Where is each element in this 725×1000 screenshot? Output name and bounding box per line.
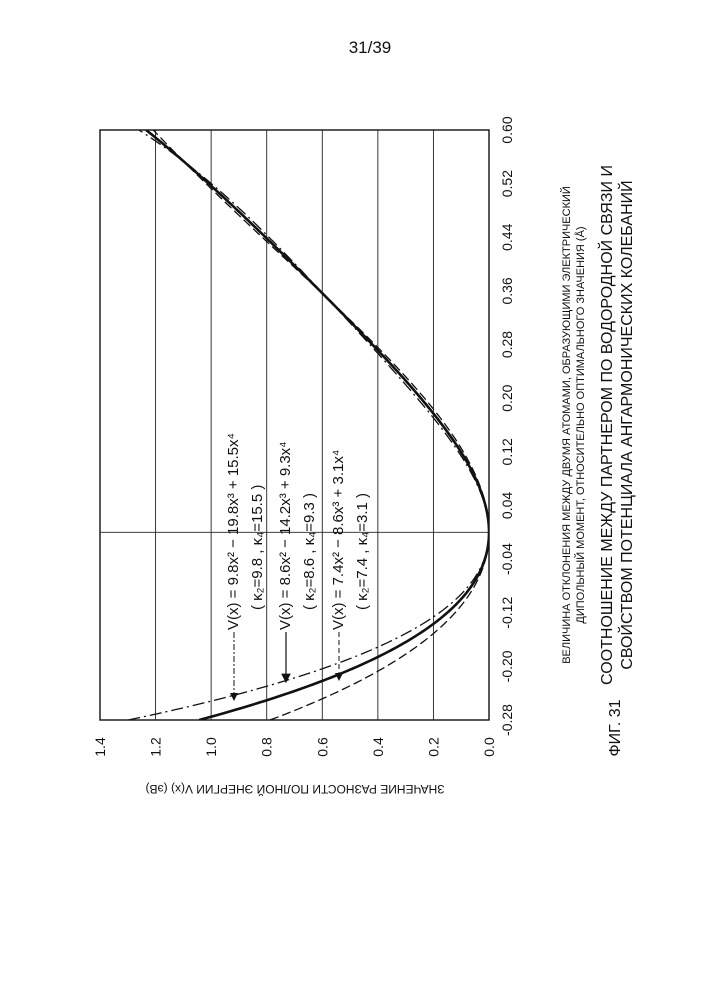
energy-tick-label: 1.2: [148, 737, 164, 757]
equation-1-text: V(x) = 9.8x² − 19.8x³ + 15.5x⁴: [225, 433, 242, 630]
curve-series-2: [146, 130, 489, 720]
deviation-tick-label: 0.60: [499, 116, 515, 143]
equation-3-text: V(x) = 7.4x² − 8.6x³ + 3.1x⁴: [330, 450, 347, 630]
equation-1-params: ( κ₂=9.8 , κ₄=15.5 ): [249, 485, 266, 610]
x-axis-label: ВЕЛИЧИНА ОТКЛОНЕНИЯ МЕЖДУ ДВУМЯ АТОМАМИ,…: [560, 186, 587, 664]
deviation-tick-label: -0.04: [499, 543, 515, 575]
energy-tick-label: 0.0: [481, 737, 497, 757]
energy-tick-label: 1.0: [203, 737, 219, 757]
equation-label-1: V(x) = 9.8x² − 19.8x³ + 15.5x⁴ ( κ₂=9.8 …: [225, 433, 266, 700]
caption-line-1: СООТНОШЕНИЕ МЕЖДУ ПАРТНЕРОМ ПО ВОДОРОДНО…: [597, 165, 616, 685]
curve-group: [128, 130, 489, 720]
equation-2-text: V(x) = 8.6x² − 14.2x³ + 9.3x⁴: [277, 441, 294, 630]
deviation-tick-label: -0.12: [499, 597, 515, 629]
energy-tick-labels: 0.0 0.2 0.4 0.6 0.8 1.0 1.2 1.4: [92, 737, 497, 757]
x-axis-label-line1: ВЕЛИЧИНА ОТКЛОНЕНИЯ МЕЖДУ ДВУМЯ АТОМАМИ,…: [560, 186, 573, 664]
grid-lines-energy: [156, 130, 434, 720]
chart: 0.0 0.2 0.4 0.6 0.8 1.0 1.2 1.4 -0.28 -0.20 -0.12…: [0, 0, 725, 1000]
figure-caption: СООТНОШЕНИЕ МЕЖДУ ПАРТНЕРОМ ПО ВОДОРОДНО…: [597, 165, 636, 685]
deviation-tick-label: 0.12: [499, 438, 515, 465]
figure-label: ФИГ. 31: [607, 699, 624, 756]
y-axis-label: ЗНАЧЕНИЕ РАЗНОСТИ ПОЛНОЙ ЭНЕРГИИ V(x) (э…: [146, 782, 445, 797]
energy-tick-label: 0.6: [314, 737, 330, 757]
deviation-tick-labels: -0.28 -0.20 -0.12 -0.04 0.04 0.12 0.20 0.28 0.36…: [499, 116, 515, 736]
deviation-tick-label: -0.28: [499, 704, 515, 736]
x-axis-label-line2: ДИПОЛЬНЫЙ МОМЕНТ, ОТНОСИТЕЛЬНО ОПТИМАЛЬН…: [574, 226, 587, 623]
energy-tick-label: 0.8: [259, 737, 275, 757]
energy-tick-label: 0.4: [370, 737, 386, 757]
deviation-tick-label: 0.20: [499, 384, 515, 411]
deviation-tick-label: 0.28: [499, 331, 515, 358]
caption-line-2: СВОЙСТВОМ ПОТЕНЦИАЛА АНГАРМОНИЧЕСКИХ КОЛ…: [617, 180, 636, 669]
deviation-tick-label: 0.44: [499, 223, 515, 250]
deviation-tick-label: 0.52: [499, 170, 515, 197]
plot-frame: [100, 130, 489, 720]
energy-tick-label: 0.2: [425, 737, 441, 757]
deviation-tick-label: 0.36: [499, 277, 515, 304]
equation-label-3: V(x) = 7.4x² − 8.6x³ + 3.1x⁴ ( κ₂=7.4 , …: [330, 450, 371, 680]
deviation-tick-label: 0.04: [499, 492, 515, 519]
equation-3-params: ( κ₂=7.4 , κ₄=3.1 ): [354, 493, 371, 610]
deviation-tick-label: -0.20: [499, 650, 515, 682]
equation-label-2: V(x) = 8.6x² − 14.2x³ + 9.3x⁴ ( κ₂=8.6 ,…: [277, 441, 318, 682]
energy-tick-label: 1.4: [92, 737, 108, 757]
equation-2-params: ( κ₂=8.6 , κ₄=9.3 ): [301, 493, 318, 610]
